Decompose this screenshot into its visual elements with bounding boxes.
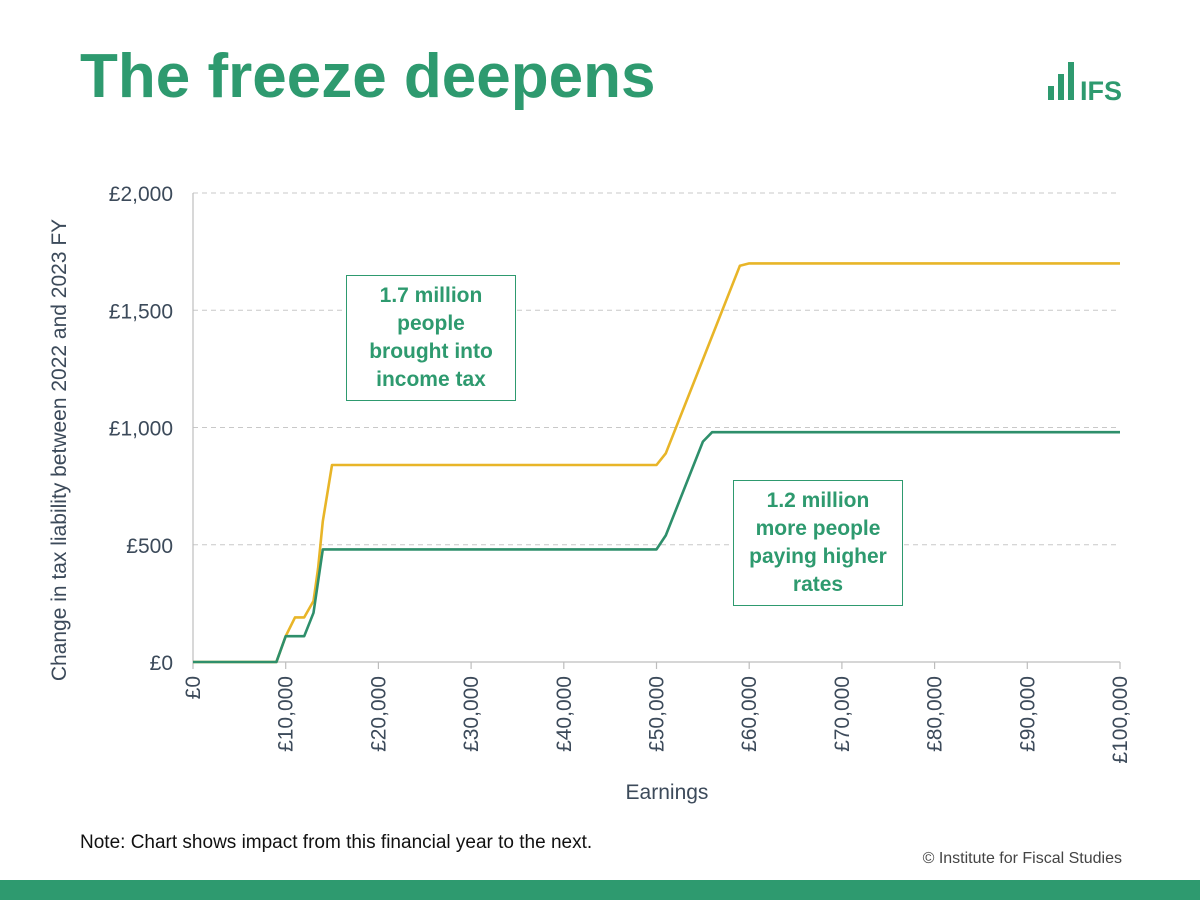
series-line-2 [193,430,1120,664]
axes [192,193,1121,669]
series-line-1 [193,262,1120,664]
annotation-higher-rates-text: 1.2 million more people paying higher ra… [749,489,887,596]
x-tick-label: £80,000 [924,676,947,752]
x-tick-label: £40,000 [553,676,576,752]
page-title: The freeze deepens [80,42,656,111]
x-tick-label: £100,000 [1109,676,1132,764]
grid-lines [193,192,1120,546]
y-tick-label: £1,500 [109,300,173,323]
x-tick-label: £70,000 [831,676,854,752]
annotation-income-tax: 1.7 million people brought into income t… [346,275,516,401]
x-axis-label: Earnings [626,781,709,804]
y-tick-label: £0 [150,652,173,675]
y-axis-label: Change in tax liability between 2022 and… [48,219,71,681]
logo-text: IFS [1080,76,1122,102]
series-lines [193,262,1120,664]
y-tick-label: £2,000 [109,183,173,206]
y-tick-label: £1,000 [109,418,173,441]
ifs-logo: IFS [1048,62,1122,102]
annotation-income-tax-text: 1.7 million people brought into income t… [369,284,493,391]
logo-bar-1 [1048,86,1054,100]
logo-bar-2 [1058,74,1064,100]
tick-labels: £0 £500 £1,000 £1,500 £2,000 £0 £10,000 £20,000… [109,183,1132,764]
copyright: © Institute for Fiscal Studies [922,850,1122,867]
footer-bar [0,880,1200,900]
x-tick-label: £60,000 [738,676,761,752]
x-tick-label: £0 [182,676,205,699]
x-tick-label: £10,000 [275,676,298,752]
annotation-higher-rates: 1.2 million more people paying higher ra… [733,480,903,606]
x-tick-label: £50,000 [646,676,669,752]
chart-note: Note: Chart shows impact from this finan… [80,832,593,853]
chart: £0 £500 £1,000 £1,500 £2,000 £0 £10,000 £20,000… [48,183,1132,804]
x-tick-label: £90,000 [1016,676,1039,752]
y-tick-label: £500 [126,535,173,558]
logo-bar-3 [1068,62,1074,100]
x-tick-label: £20,000 [367,676,390,752]
x-tick-label: £30,000 [460,676,483,752]
